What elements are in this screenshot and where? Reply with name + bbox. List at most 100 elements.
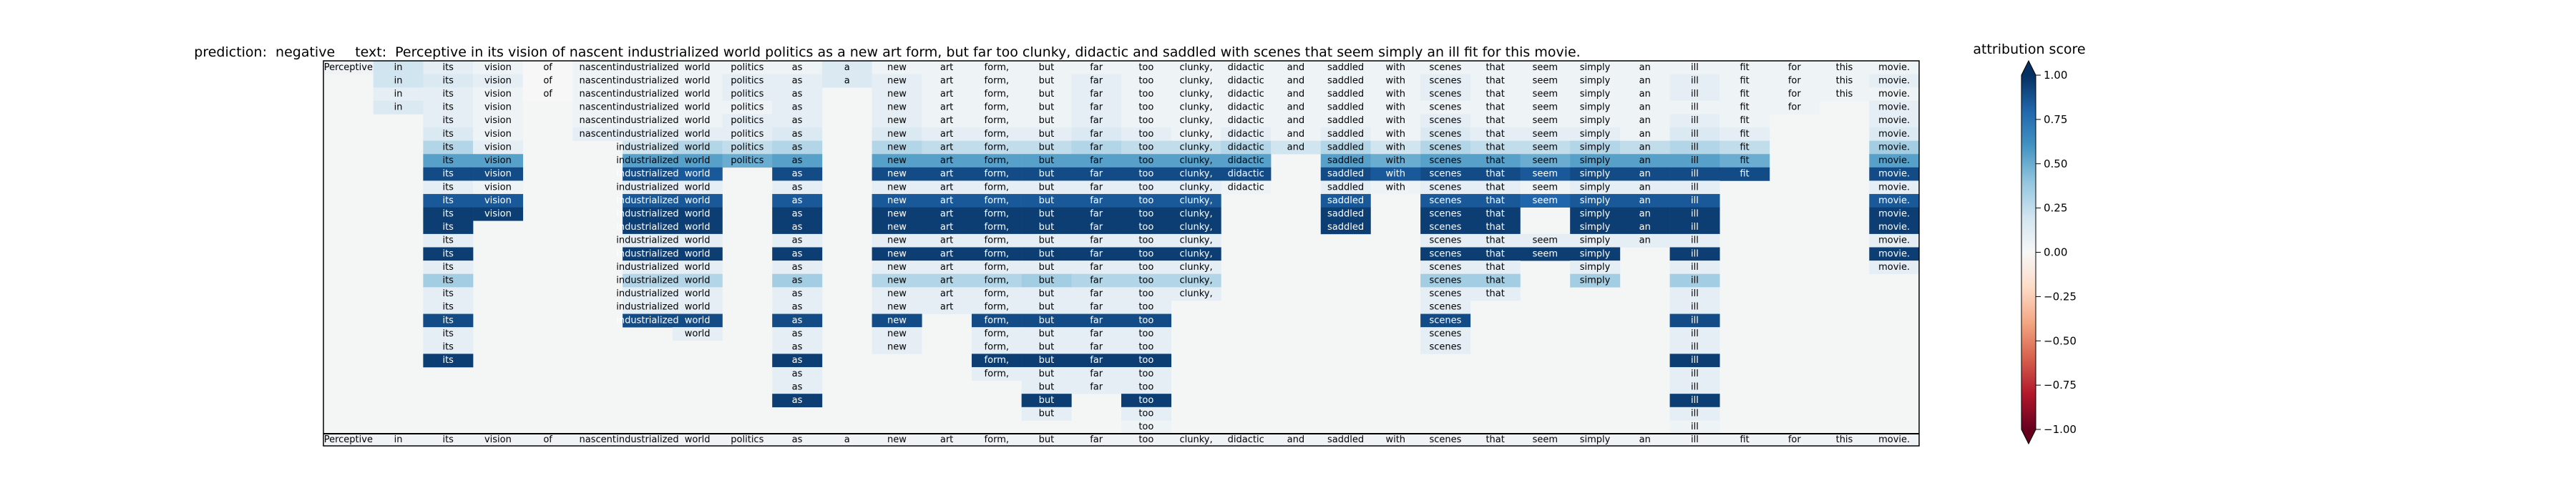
token-label: its [442, 89, 454, 99]
heatmap-cell [1370, 154, 1421, 168]
token-label: and [1287, 75, 1304, 86]
token-label: its [442, 222, 454, 233]
heatmap-cell [572, 114, 623, 128]
token-label: movie. [1878, 434, 1910, 445]
token-label: scenes [1430, 288, 1462, 299]
heatmap-cell [672, 114, 723, 128]
token-label: ill [1691, 142, 1699, 152]
heatmap-cell [1320, 74, 1371, 88]
heatmap-cell [1570, 261, 1621, 275]
heatmap-cell [1470, 100, 1521, 115]
token-label: for [1788, 102, 1802, 113]
token-label: as [792, 75, 803, 86]
token-label: and [1287, 434, 1304, 445]
token-label: vision [484, 129, 512, 140]
token-label: far [1090, 142, 1103, 152]
heatmap-cell [423, 233, 474, 248]
heatmap-cell [1470, 220, 1521, 235]
heatmap-cell [1121, 287, 1171, 301]
colorbar-tick-label: 0.25 [2044, 202, 2067, 215]
token-label: scenes [1430, 302, 1462, 313]
token-label: that [1485, 276, 1504, 286]
token-label: clunky, [1179, 155, 1212, 166]
token-label: but [1039, 102, 1055, 113]
token-label: clunky, [1179, 276, 1212, 286]
token-label: too [1138, 409, 1153, 419]
heatmap-cell [1669, 394, 1720, 408]
heatmap-cell [1171, 273, 1221, 288]
heatmap-cell [872, 140, 922, 155]
heatmap-cell [1669, 287, 1720, 301]
heatmap-cell [1719, 61, 1770, 74]
token-label: saddled [1327, 208, 1364, 219]
heatmap-cell [922, 87, 972, 102]
token-label: ill [1691, 115, 1699, 126]
heatmap-cell [1121, 87, 1171, 102]
heatmap-cell [1370, 114, 1421, 128]
heatmap-cell [1520, 167, 1571, 181]
heatmap-cell [1171, 287, 1221, 301]
heatmap-cell [623, 247, 673, 261]
heatmap-cell [1021, 194, 1072, 208]
token-label: Perceptive [324, 434, 373, 445]
token-label: form, [985, 288, 1009, 299]
heatmap-cell [772, 261, 823, 275]
heatmap-cell [772, 61, 823, 74]
token-label: vision [484, 434, 512, 445]
token-label: world [685, 315, 711, 326]
token-label: simply [1580, 62, 1611, 73]
heatmap-cell [1221, 100, 1272, 115]
token-label: world [685, 62, 711, 73]
heatmap-cell [1719, 127, 1770, 141]
token-label: but [1039, 235, 1055, 246]
heatmap-cell [1470, 127, 1521, 141]
heatmap-cell [1021, 394, 1072, 408]
token-label: scenes [1430, 102, 1462, 113]
token-label: an [1639, 182, 1651, 193]
heatmap-cell [1171, 194, 1221, 208]
token-label: as [792, 381, 803, 392]
heatmap-cell [473, 167, 524, 181]
heatmap-cell [1171, 434, 1221, 447]
token-label: as [792, 315, 803, 326]
token-label: movie. [1878, 142, 1910, 152]
token-label: form, [985, 62, 1009, 73]
heatmap-cell [1719, 87, 1770, 102]
token-label: new [887, 169, 907, 180]
heatmap-cell [423, 74, 474, 88]
heatmap-cell [1719, 434, 1770, 447]
heatmap-cell [672, 140, 723, 155]
token-label: scenes [1430, 62, 1462, 73]
token-label: nascent [580, 434, 616, 445]
heatmap-cell [1021, 154, 1072, 168]
token-label: didactic [1228, 142, 1264, 152]
token-label: scenes [1430, 208, 1462, 219]
heatmap-cell [1420, 61, 1471, 74]
token-label: of [543, 75, 552, 86]
heatmap-cell [772, 354, 823, 368]
token-label: vision [484, 142, 512, 152]
heatmap-cell [872, 114, 922, 128]
heatmap-cell [1021, 114, 1072, 128]
heatmap-cell [1021, 87, 1072, 102]
token-label: industrialized [616, 302, 678, 313]
heatmap-cell [722, 100, 773, 115]
token-label: but [1039, 169, 1055, 180]
token-label: movie. [1878, 62, 1910, 73]
token-label: far [1090, 129, 1103, 140]
heatmap-cell [772, 87, 823, 102]
token-label: seem [1533, 142, 1558, 152]
token-label: its [442, 169, 454, 180]
token-label: but [1039, 262, 1055, 273]
token-label: of [543, 434, 552, 445]
heatmap-cell [1221, 87, 1272, 102]
token-label: movie. [1878, 222, 1910, 233]
token-label: far [1090, 342, 1103, 353]
token-label: but [1039, 329, 1055, 339]
token-label: new [887, 89, 907, 99]
heatmap-cell [1769, 87, 1820, 102]
chart-title: prediction: negative text: Perceptive in… [194, 44, 1580, 60]
heatmap-cell [971, 233, 1022, 248]
heatmap-cell [1420, 247, 1471, 261]
token-label: seem [1533, 248, 1558, 259]
